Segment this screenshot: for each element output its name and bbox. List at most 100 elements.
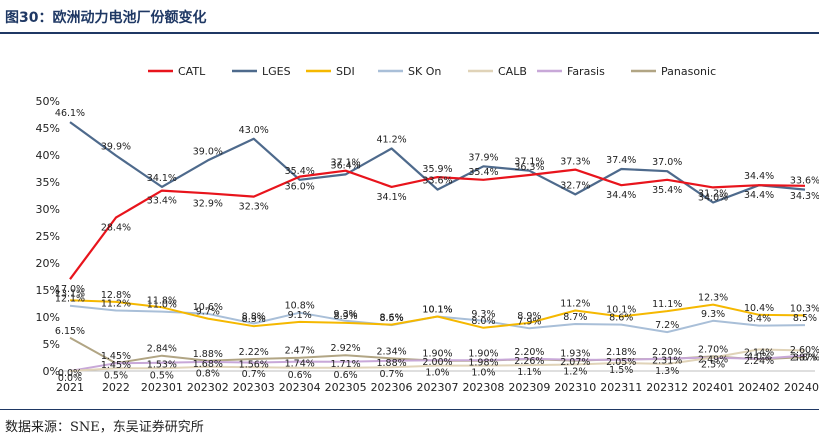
data-label: 1.0% (471, 368, 495, 379)
data-label: 2.07% (560, 357, 590, 368)
data-label: 11.2% (101, 299, 131, 310)
data-label: 0.7% (242, 369, 266, 380)
data-label: 37.3% (560, 157, 590, 168)
data-label: 9.3% (471, 309, 495, 320)
data-label: 8.4% (747, 314, 771, 325)
x-tick-label: 202303 (233, 381, 275, 394)
data-label: 37.1% (331, 158, 361, 169)
series-line (69, 348, 806, 372)
data-label: 1.88% (376, 358, 406, 369)
data-label: 11.1% (652, 299, 682, 310)
series-line (69, 121, 806, 204)
data-label: 33.6% (422, 176, 452, 187)
figure-title: 图30：欧洲动力电池厂份额变化 (5, 10, 207, 26)
x-tick-label: 2022 (102, 381, 130, 394)
data-label: 2.60% (790, 345, 819, 356)
data-label: 2.47% (285, 346, 315, 357)
legend-label: SK On (408, 65, 441, 78)
data-label: 32.3% (239, 202, 269, 213)
data-label: 35.4% (285, 166, 315, 177)
footer-rule (0, 409, 819, 410)
legend-label: LGES (262, 65, 291, 78)
data-label: 1.56% (239, 360, 269, 371)
data-label: 8.5% (793, 313, 817, 324)
x-tick-label: 202305 (325, 381, 367, 394)
data-label: 10.6% (193, 302, 223, 313)
data-label: 2.20% (652, 347, 682, 358)
data-label: 37.0% (652, 157, 682, 168)
data-label: 2.22% (239, 347, 269, 358)
data-label: 8.9% (517, 311, 541, 322)
data-label: 10.1% (606, 304, 636, 315)
data-label: 1.71% (331, 359, 361, 370)
data-label: 34.3% (790, 191, 819, 202)
data-label: 11.0% (147, 300, 177, 311)
figure-header: 图30：欧洲动力电池厂份额变化 (0, 0, 819, 34)
source-note: 数据来源：SNE，东吴证券研究所 (5, 420, 204, 435)
x-tick-label: 202308 (462, 381, 504, 394)
x-tick-label: 202307 (417, 381, 459, 394)
data-label: 2.24% (744, 356, 774, 367)
y-tick-label: 45% (36, 122, 60, 135)
data-label: 41.2% (376, 135, 406, 146)
data-label: 1.0% (425, 368, 449, 379)
y-tick-label: 5% (43, 338, 60, 351)
data-label: 1.88% (193, 349, 223, 360)
data-label: 33.6% (790, 176, 819, 187)
data-label: 35.4% (652, 185, 682, 196)
data-label: 10.1% (422, 304, 452, 315)
data-label: 37.4% (606, 155, 636, 166)
legend-label: Panasonic (661, 65, 716, 78)
data-label: 8.5% (379, 313, 403, 324)
data-label: 34.1% (147, 173, 177, 184)
data-label: 8.6% (609, 313, 633, 324)
data-label: 12.1% (55, 294, 85, 305)
data-label: 8.6% (379, 313, 403, 324)
x-tick-label: 202309 (508, 381, 550, 394)
data-label: 31.2% (698, 189, 728, 200)
legend-label: Farasis (567, 65, 605, 78)
x-tick-label: 2021 (56, 381, 84, 394)
data-label: 2.26% (514, 356, 544, 367)
data-label: 7.2% (655, 320, 679, 331)
x-tick-label: 202312 (646, 381, 688, 394)
data-label: 32.9% (193, 198, 223, 209)
data-label: 8.8% (242, 311, 266, 322)
data-label: 32.7% (560, 180, 590, 191)
data-label: 12.8% (101, 290, 131, 301)
data-label: 1.93% (560, 349, 590, 360)
data-label: 2.5% (701, 360, 725, 371)
data-label: 8.0% (471, 316, 495, 327)
data-label: 9.3% (334, 309, 358, 320)
data-label: 2.34% (376, 346, 406, 357)
data-label: 2.49% (698, 355, 728, 366)
data-label: 11.8% (147, 295, 177, 306)
data-label: 2.00% (422, 357, 452, 368)
data-label: 34.4% (606, 190, 636, 201)
data-label: 35.4% (468, 167, 498, 178)
data-label: 12.3% (698, 293, 728, 304)
y-tick-label: 15% (36, 284, 60, 297)
data-label: 37.9% (468, 152, 498, 163)
data-label: 37.1% (514, 157, 544, 168)
data-label: 34.4% (744, 190, 774, 201)
data-label: 0.7% (379, 369, 403, 380)
x-tick-label: 202301 (141, 381, 183, 394)
data-label: 1.90% (468, 349, 498, 360)
data-label: 2.87% (790, 353, 819, 364)
data-label: 2.14% (744, 347, 774, 358)
data-label: 39.0% (193, 146, 223, 157)
legend-label: CATL (178, 65, 206, 78)
x-tick-label: 202402 (738, 381, 780, 394)
data-label: 1.74% (285, 359, 315, 370)
data-label: 2.84% (147, 344, 177, 355)
series-line (69, 168, 806, 280)
data-label: 1.3% (655, 366, 679, 377)
data-label: 2.05% (606, 357, 636, 368)
data-label: 4.0% (747, 351, 771, 362)
data-label: 34.0% (698, 192, 728, 203)
data-label: 28.4% (101, 223, 131, 234)
data-label: 8.9% (334, 311, 358, 322)
series-line (69, 354, 806, 372)
legend-label: SDI (336, 65, 355, 78)
